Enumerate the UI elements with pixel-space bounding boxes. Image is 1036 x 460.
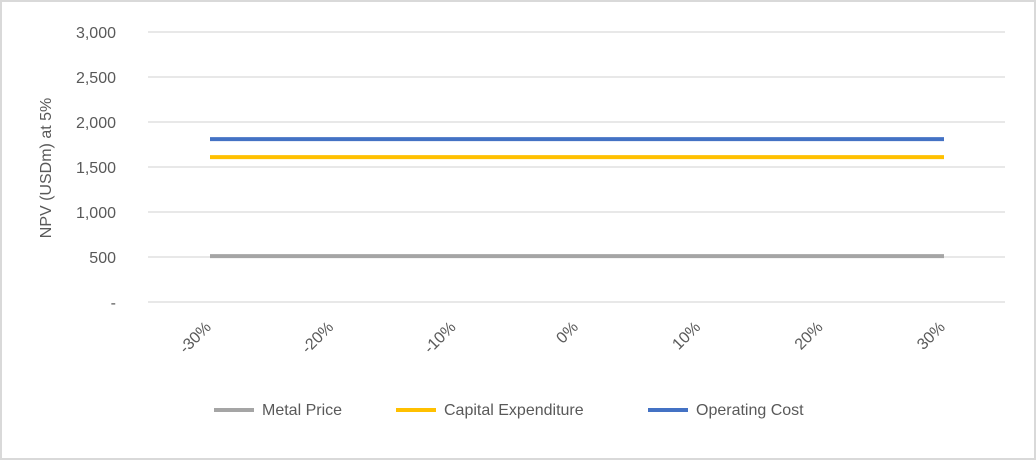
gridlines — [148, 31, 1005, 303]
x-tick-label: -30% — [176, 319, 214, 357]
x-tick-label: -20% — [299, 319, 337, 357]
x-tick-label: 30% — [914, 319, 949, 354]
legend-label: Capital Expenditure — [444, 402, 584, 419]
y-tick-label: 1,000 — [76, 205, 116, 222]
y-tick-label: - — [111, 295, 116, 312]
legend-label: Operating Cost — [696, 402, 804, 419]
y-tick-label: 2,500 — [76, 70, 116, 87]
x-tick-label: -10% — [421, 319, 459, 357]
y-tick-label: 3,000 — [76, 25, 116, 42]
y-tick-label: 2,000 — [76, 115, 116, 132]
y-tick-label: 500 — [89, 250, 116, 267]
y-tick-label: 1,500 — [76, 160, 116, 177]
y-axis-ticks: - 500 1,000 1,500 2,000 2,500 3,000 — [76, 25, 116, 312]
legend-label: Metal Price — [262, 402, 342, 419]
x-tick-label: 0% — [553, 319, 581, 347]
x-tick-label: 10% — [669, 319, 704, 354]
x-tick-label: 20% — [792, 319, 827, 354]
legend: Metal Price Capital Expenditure Operating … — [214, 402, 804, 419]
x-axis-ticks: -30% -20% -10% 0% 10% 20% 30% — [176, 319, 948, 357]
y-axis-title: NPV (USDm) at 5% — [38, 98, 55, 238]
series-lines — [209, 137, 945, 259]
